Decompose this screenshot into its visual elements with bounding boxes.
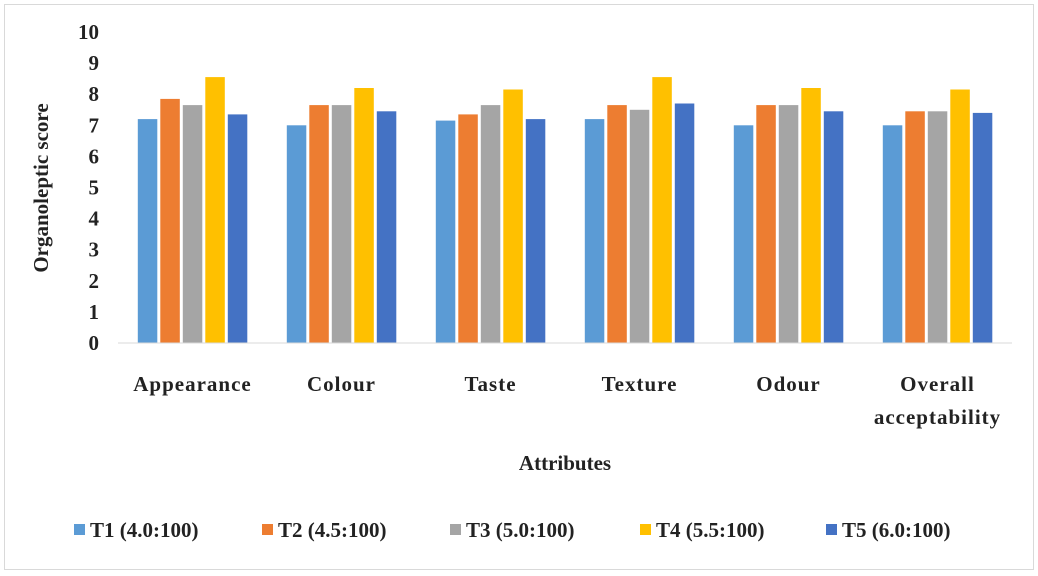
bar-3-4 <box>629 109 650 344</box>
x-tick-label: Odour <box>756 372 821 396</box>
legend-label-2: T2 (4.5:100) <box>278 518 387 542</box>
y-tick-label: 3 <box>89 238 100 262</box>
bar-3-2 <box>331 105 352 343</box>
bar-4-2 <box>354 88 374 343</box>
y-tick-label: 4 <box>89 207 100 231</box>
legend-label-5: T5 (6.0:100) <box>842 518 951 542</box>
bar-2-1 <box>160 98 180 344</box>
bar-4-3 <box>503 89 523 343</box>
bar-4-1 <box>205 77 225 343</box>
x-tick-label: Overall <box>900 372 975 396</box>
y-tick-label: 7 <box>89 113 100 137</box>
y-axis-title: Organoleptic score <box>29 103 53 272</box>
legend-swatch-2 <box>262 524 273 535</box>
x-tick-label: Texture <box>602 372 678 396</box>
x-tick-label: Taste <box>464 372 516 396</box>
legend-label-4: T4 (5.5:100) <box>656 518 765 542</box>
y-tick-label: 1 <box>89 300 100 324</box>
bar-5-4 <box>674 103 695 343</box>
bar-1-5 <box>733 125 754 343</box>
bar-5-3 <box>525 119 546 343</box>
x-axis-title: Attributes <box>519 451 611 475</box>
bar-2-2 <box>309 105 329 343</box>
bar-1-3 <box>435 120 456 343</box>
bar-4-5 <box>801 88 821 343</box>
y-tick-label: 2 <box>89 269 100 293</box>
bar-3-5 <box>778 105 799 343</box>
y-tick-label: 0 <box>89 331 100 355</box>
bar-2-3 <box>458 114 478 344</box>
legend-swatch-4 <box>640 524 651 535</box>
bar-1-4 <box>584 119 605 343</box>
legend-label-3: T3 (5.0:100) <box>466 518 575 542</box>
bar-5-5 <box>823 111 844 343</box>
bar-3-6 <box>927 111 948 343</box>
legend-swatch-1 <box>74 524 85 535</box>
legend-swatch-3 <box>450 524 461 535</box>
bar-2-4 <box>607 105 627 343</box>
bar-1-1 <box>137 119 158 343</box>
bar-4-4 <box>652 77 672 343</box>
legend-swatch-5 <box>826 524 837 535</box>
bar-2-6 <box>905 111 925 343</box>
y-tick-label: 8 <box>89 82 100 106</box>
y-tick-label: 6 <box>89 144 100 168</box>
bar-5-2 <box>376 111 397 343</box>
bar-5-1 <box>227 114 248 344</box>
y-tick-label: 9 <box>89 51 100 75</box>
x-tick-label: Appearance <box>133 372 252 396</box>
x-tick-label: Colour <box>307 372 376 396</box>
bar-1-2 <box>286 125 307 343</box>
bar-5-6 <box>972 112 993 344</box>
y-tick-label: 5 <box>89 176 100 200</box>
bar-1-6 <box>882 125 903 343</box>
bar-2-5 <box>756 105 776 343</box>
bar-4-6 <box>950 89 970 343</box>
bar-3-3 <box>480 105 501 343</box>
x-tick-label: acceptability <box>874 405 1001 429</box>
legend-label-1: T1 (4.0:100) <box>90 518 199 542</box>
y-tick-label: 10 <box>78 20 99 44</box>
bar-3-1 <box>182 105 203 343</box>
